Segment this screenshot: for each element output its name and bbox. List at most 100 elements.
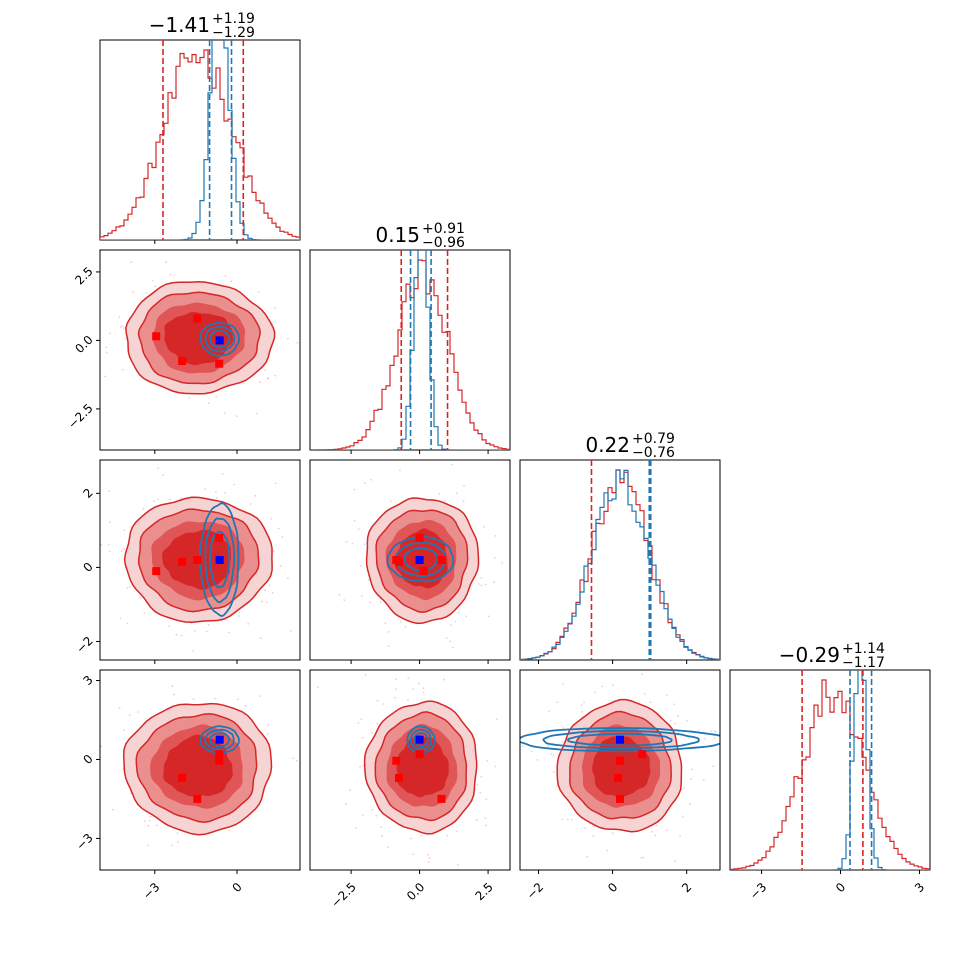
sample-point (123, 548, 126, 550)
sample-point (665, 694, 668, 697)
sample-point (118, 707, 121, 709)
sample-point (359, 765, 361, 768)
sample-point (376, 699, 379, 702)
sample-point (193, 630, 196, 632)
sample-point (149, 816, 152, 818)
sample-point (175, 633, 178, 636)
primary-hist (730, 679, 930, 870)
sample-point (438, 493, 441, 495)
sample-point (259, 637, 262, 640)
secondary-contour-3 (199, 321, 240, 357)
sample-point (119, 326, 122, 328)
sample-point (412, 688, 415, 690)
y-tick-label: −2 (73, 634, 95, 656)
panel-frame (519, 459, 721, 661)
truth-marker (215, 756, 224, 765)
sample-point (105, 346, 108, 349)
x-tick-label: −3 (140, 880, 162, 902)
x-tick-label: −2 (524, 880, 546, 902)
title-minus: −0.96 (422, 235, 465, 251)
sample-point (243, 382, 245, 385)
sample-point-secondary (367, 578, 370, 581)
sample-point (126, 622, 129, 625)
sample-point (394, 696, 397, 699)
truth-marker (215, 750, 224, 759)
y-tick-label: −2.5 (65, 401, 96, 432)
title-value: −0.29 (779, 643, 840, 667)
sample-point (180, 634, 183, 637)
sample-point (381, 835, 384, 838)
panel-title-3: 0.22 +0.79−0.76 (585, 431, 675, 461)
truth-marker-secondary (215, 735, 224, 744)
sample-point (387, 631, 390, 633)
truth-marker (616, 756, 624, 765)
x-tick-label: 0 (229, 880, 244, 895)
sample-point (171, 844, 174, 847)
sample-point (594, 691, 596, 694)
sample-point (361, 814, 364, 817)
secondary-contour-1 (412, 732, 429, 748)
sample-point (412, 853, 415, 856)
secondary-contour-1 (209, 530, 231, 589)
sample-point (180, 497, 182, 499)
sample-point (214, 697, 216, 700)
truth-marker (193, 794, 202, 803)
sample-point (486, 760, 488, 762)
sample-point-secondary (221, 472, 224, 475)
sample-point (265, 601, 268, 603)
sample-point (562, 741, 564, 743)
sample-point (395, 688, 397, 690)
sample-point (151, 279, 154, 282)
sample-point (338, 593, 341, 596)
sample-point (267, 724, 269, 726)
sample-point (109, 521, 111, 524)
sample-point (353, 519, 356, 522)
sample-point-secondary (530, 750, 533, 753)
sample-point (478, 583, 480, 585)
secondary-hist (520, 469, 720, 660)
sample-point (155, 824, 158, 827)
sample-point (673, 703, 676, 706)
sample-point (244, 705, 247, 707)
panel-4-3: −2 0 2 (519, 669, 721, 902)
sample-point (268, 584, 271, 587)
panel-frame (309, 459, 511, 661)
sample-point (287, 337, 289, 340)
sample-point (237, 455, 239, 457)
sample-point-secondary (224, 491, 226, 494)
secondary-contour-1 (403, 547, 439, 572)
truth-marker (152, 0, 160, 8)
sample-point (702, 779, 705, 782)
sample-point (484, 817, 487, 820)
truth-marker (178, 557, 187, 566)
sample-point (237, 698, 240, 701)
sample-point (501, 561, 504, 564)
sample-point (145, 292, 148, 294)
sample-point (493, 556, 496, 559)
sample-point (642, 856, 645, 859)
sample-point (552, 754, 555, 757)
x-tick-label: 2 (679, 880, 694, 895)
sample-point (552, 771, 555, 773)
sample-point (384, 622, 387, 625)
sample-point (204, 488, 207, 490)
sample-point (228, 829, 231, 832)
sample-point (674, 722, 676, 725)
sample-point (456, 863, 459, 866)
truth-marker-secondary (415, 556, 424, 564)
secondary-contour-2 (204, 517, 235, 604)
sample-point (380, 826, 383, 828)
secondary-contour-1 (209, 732, 231, 748)
sample-point (165, 261, 168, 264)
secondary-contour-1 (209, 329, 231, 349)
sample-point (257, 291, 260, 293)
sample-point (387, 846, 389, 848)
sample-point-secondary (536, 759, 539, 761)
panel-frame (99, 249, 301, 451)
sample-point (247, 622, 250, 625)
title-plus: +0.91 (422, 221, 465, 237)
sample-point (345, 803, 348, 806)
secondary-contour-1 (567, 732, 673, 747)
sample-point (422, 691, 425, 694)
primary-contour-core (396, 735, 449, 798)
